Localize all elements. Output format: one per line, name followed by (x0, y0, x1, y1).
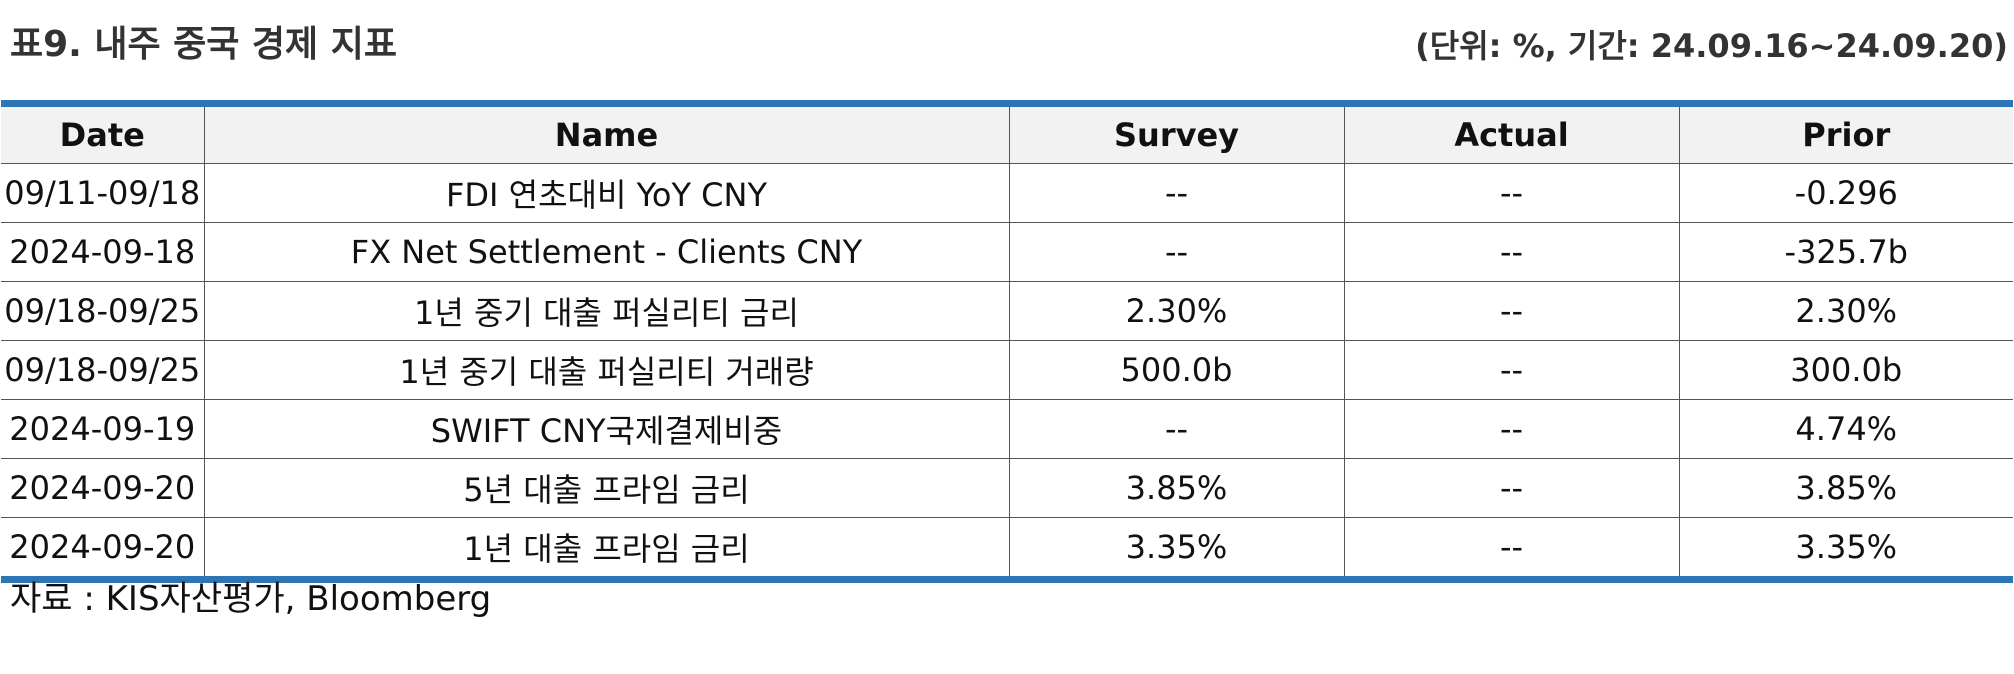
cell-prior: 3.35% (1678, 517, 2013, 583)
table-row: 2024-09-20 5년 대출 프라임 금리 3.85% -- 3.85% (1, 458, 2013, 518)
cell-date: 2024-09-20 (1, 517, 204, 583)
cell-name: 1년 대출 프라임 금리 (203, 517, 1009, 583)
column-header-prior: Prior (1678, 100, 2013, 164)
cell-survey: -- (1008, 222, 1344, 282)
cell-prior: 300.0b (1678, 340, 2013, 400)
cell-actual: -- (1343, 340, 1679, 400)
table-row: 2024-09-20 1년 대출 프라임 금리 3.35% -- 3.35% (1, 517, 2013, 583)
column-header-actual: Actual (1343, 100, 1679, 164)
cell-prior: -325.7b (1678, 222, 2013, 282)
cell-date: 2024-09-20 (1, 458, 204, 518)
cell-actual: -- (1343, 222, 1679, 282)
cell-date: 09/11-09/18 (1, 163, 204, 223)
unit-period-note: (단위: %, 기간: 24.09.16~24.09.20) (1415, 27, 2008, 65)
table-row: 2024-09-18 FX Net Settlement - Clients C… (1, 222, 2013, 282)
table-row: 09/18-09/25 1년 중기 대출 퍼실리티 금리 2.30% -- 2.… (1, 281, 2013, 341)
table-row: 09/18-09/25 1년 중기 대출 퍼실리티 거래량 500.0b -- … (1, 340, 2013, 400)
cell-actual: -- (1343, 163, 1679, 223)
column-header-survey: Survey (1008, 100, 1344, 164)
cell-survey: 2.30% (1008, 281, 1344, 341)
cell-actual: -- (1343, 399, 1679, 459)
cell-survey: -- (1008, 163, 1344, 223)
cell-date: 2024-09-19 (1, 399, 204, 459)
cell-name: SWIFT CNY국제결제비중 (203, 399, 1009, 459)
cell-survey: 3.35% (1008, 517, 1344, 583)
table-title: 표9. 내주 중국 경제 지표 (10, 24, 397, 65)
cell-name: 1년 중기 대출 퍼실리티 금리 (203, 281, 1009, 341)
cell-survey: 500.0b (1008, 340, 1344, 400)
cell-date: 09/18-09/25 (1, 281, 204, 341)
indicator-table-wrapper: Date Name Survey Actual Prior 09/11-09/1… (1, 100, 2013, 583)
cell-actual: -- (1343, 281, 1679, 341)
cell-prior: 3.85% (1678, 458, 2013, 518)
cell-prior: 4.74% (1678, 399, 2013, 459)
cell-date: 09/18-09/25 (1, 340, 204, 400)
cell-survey: -- (1008, 399, 1344, 459)
table-header-area: 표9. 내주 중국 경제 지표 (단위: %, 기간: 24.09.16~24.… (0, 0, 2014, 96)
source-note: 자료 : KIS자산평가, Bloomberg (10, 579, 492, 619)
cell-name: FDI 연초대비 YoY CNY (203, 163, 1009, 223)
cell-prior: 2.30% (1678, 281, 2013, 341)
table-row: 2024-09-19 SWIFT CNY국제결제비중 -- -- 4.74% (1, 399, 2013, 459)
cell-name: 5년 대출 프라임 금리 (203, 458, 1009, 518)
table-row: 09/11-09/18 FDI 연초대비 YoY CNY -- -- -0.29… (1, 163, 2013, 223)
table-header-row: Date Name Survey Actual Prior (1, 100, 2013, 164)
cell-actual: -- (1343, 517, 1679, 583)
cell-date: 2024-09-18 (1, 222, 204, 282)
indicator-table: Date Name Survey Actual Prior 09/11-09/1… (1, 100, 2013, 583)
column-header-date: Date (1, 100, 204, 164)
cell-name: 1년 중기 대출 퍼실리티 거래량 (203, 340, 1009, 400)
cell-prior: -0.296 (1678, 163, 2013, 223)
cell-name: FX Net Settlement - Clients CNY (203, 222, 1009, 282)
column-header-name: Name (203, 100, 1009, 164)
cell-survey: 3.85% (1008, 458, 1344, 518)
cell-actual: -- (1343, 458, 1679, 518)
